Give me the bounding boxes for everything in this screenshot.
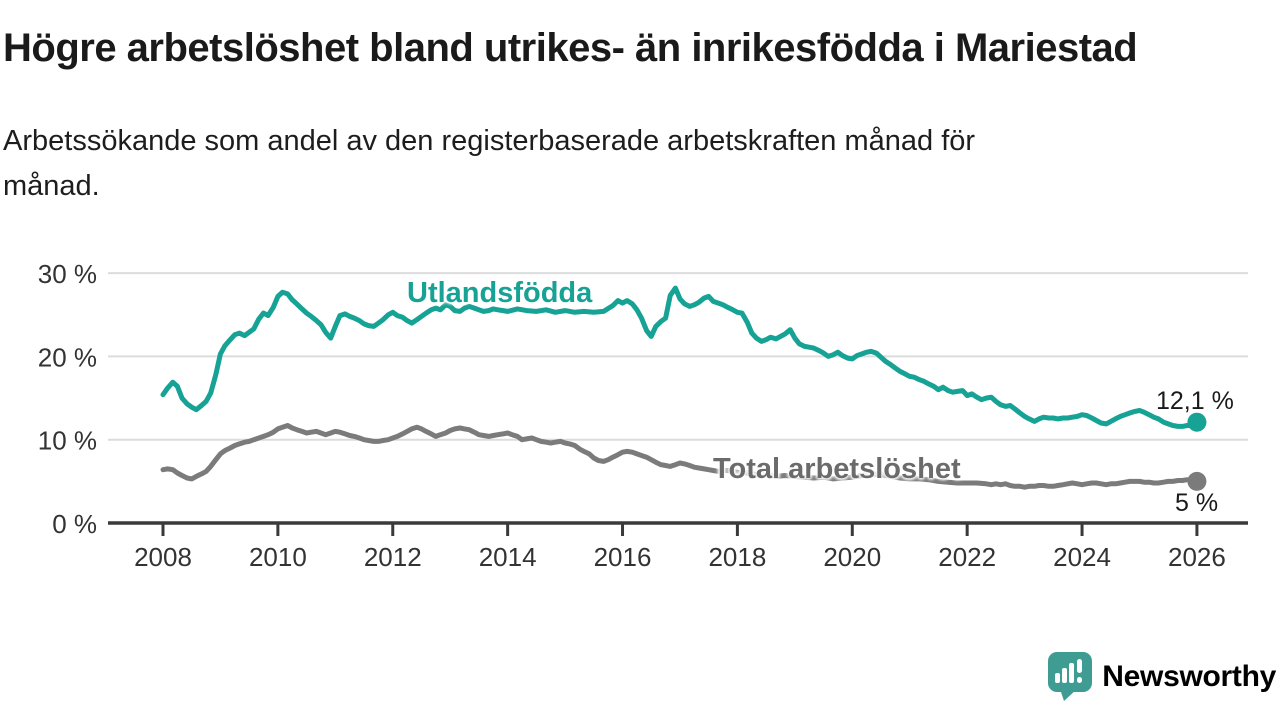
- chart-subtitle-line1: Arbetssökande som andel av den registerb…: [3, 125, 976, 157]
- x-tick-label-2016: 2016: [594, 542, 652, 572]
- chart-subtitle-line2: månad.: [3, 170, 100, 202]
- newsworthy-logo-icon: [1048, 652, 1093, 701]
- y-tick-label-0: 0 %: [52, 509, 97, 539]
- chart-subtitle: Arbetssökande som andel av den registerb…: [3, 119, 1213, 209]
- end-dot-utlandsfodda: [1187, 412, 1207, 432]
- x-tick-label-2026: 2026: [1168, 542, 1226, 572]
- y-tick-label-10: 10 %: [38, 426, 97, 456]
- series-label-total-arbetsloshet: Total arbetslöshet: [713, 453, 961, 485]
- series-label-utlandsfodda: Utlandsfödda: [407, 277, 593, 309]
- y-tick-label-20: 20 %: [38, 342, 97, 372]
- end-value-label-total: 5 %: [1175, 489, 1219, 517]
- x-tick-label-2020: 2020: [823, 542, 881, 572]
- x-tick-label-2022: 2022: [938, 542, 996, 572]
- y-tick-label-30: 30 %: [38, 259, 97, 289]
- x-tick-label-2008: 2008: [134, 542, 192, 572]
- series-line-total: [160, 423, 1200, 490]
- end-dot-total: [1187, 471, 1207, 491]
- x-tick-label-2012: 2012: [364, 542, 422, 572]
- page-title: Högre arbetslöshet bland utrikes- än inr…: [3, 26, 1138, 70]
- series-line-utlandsfodda: [160, 285, 1200, 429]
- x-tick-label-2014: 2014: [479, 542, 537, 572]
- x-tick-label-2018: 2018: [708, 542, 766, 572]
- end-value-label-utlandsfodda: 12,1 %: [1156, 387, 1234, 415]
- x-tick-label-2010: 2010: [249, 542, 307, 572]
- newsworthy-logo-text: Newsworthy: [1102, 659, 1276, 693]
- x-tick-label-2024: 2024: [1053, 542, 1111, 572]
- newsworthy-logo: Newsworthy: [1047, 652, 1276, 701]
